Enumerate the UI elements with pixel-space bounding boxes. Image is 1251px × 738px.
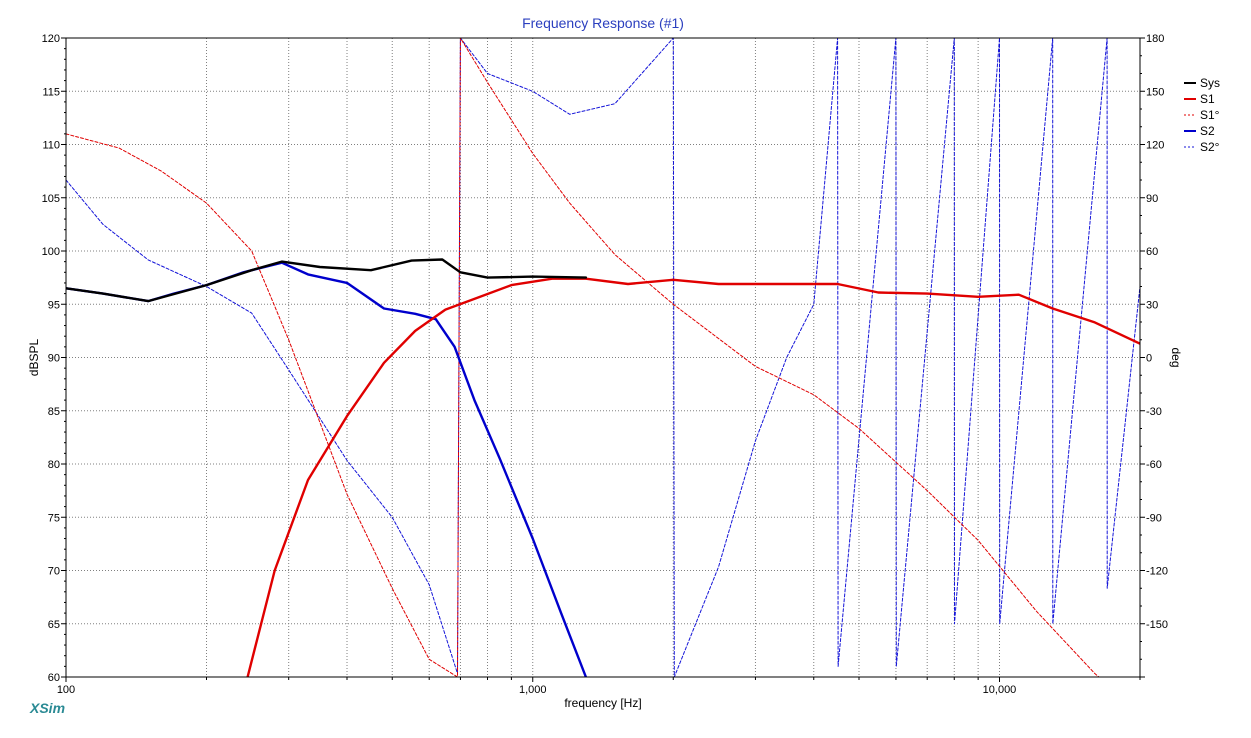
y-axis-label: dBSPL bbox=[27, 338, 41, 376]
chart-title: Frequency Response (#1) bbox=[522, 15, 684, 31]
y2-tick-label: -90 bbox=[1146, 512, 1162, 524]
y-tick-label: 70 bbox=[48, 566, 60, 578]
series-line-s1 bbox=[246, 277, 1140, 677]
y2-tick-label: 0 bbox=[1146, 353, 1152, 365]
series-line-s1-phase bbox=[66, 38, 1100, 677]
plot-frame bbox=[65, 37, 1141, 678]
legend-label: Sys bbox=[1200, 76, 1220, 90]
y2-axis-label: deg bbox=[1169, 347, 1183, 367]
y-tick-label: 110 bbox=[42, 140, 60, 152]
grid-lines bbox=[66, 38, 1140, 677]
legend-label: S1 bbox=[1200, 92, 1215, 106]
x-tick-label: 100 bbox=[57, 684, 75, 696]
y-tick-label: 95 bbox=[48, 299, 60, 311]
y-tick-label: 65 bbox=[48, 619, 60, 631]
y2-tick-label: 30 bbox=[1146, 299, 1158, 311]
y-tick-label: 105 bbox=[42, 193, 60, 205]
y-tick-label: 80 bbox=[48, 459, 60, 471]
y-tick-label: 115 bbox=[42, 86, 60, 98]
y-tick-label: 60 bbox=[48, 672, 60, 684]
y2-tick-label: -30 bbox=[1146, 406, 1162, 418]
series-line-s2-phase bbox=[66, 38, 1140, 677]
y2-tick-label: 120 bbox=[1146, 140, 1164, 152]
y2-tick-label: -120 bbox=[1146, 566, 1168, 578]
x-axis-label: frequency [Hz] bbox=[564, 696, 641, 710]
legend-label: S2 bbox=[1200, 124, 1215, 138]
xsim-brand-logo: XSim bbox=[30, 700, 66, 716]
series-line-sys bbox=[66, 258, 588, 303]
series-group bbox=[66, 38, 1140, 677]
y2-tick-label: -60 bbox=[1146, 459, 1162, 471]
y-tick-label: 75 bbox=[48, 512, 60, 524]
y-tick-label: 85 bbox=[48, 406, 60, 418]
y2-tick-label: -150 bbox=[1146, 619, 1168, 631]
legend-label: S1° bbox=[1200, 108, 1220, 122]
x-tick-label: 10,000 bbox=[983, 684, 1017, 696]
legend-label: S2° bbox=[1200, 140, 1220, 154]
y2-tick-label: 180 bbox=[1146, 33, 1164, 45]
y2-tick-label: 90 bbox=[1146, 193, 1158, 205]
x-tick-label: 1,000 bbox=[519, 684, 547, 696]
y-tick-label: 100 bbox=[42, 246, 60, 258]
y-tick-label: 90 bbox=[48, 353, 60, 365]
y-tick-label: 120 bbox=[42, 33, 60, 45]
y2-tick-label: 60 bbox=[1146, 246, 1158, 258]
y2-tick-label: 150 bbox=[1146, 86, 1164, 98]
